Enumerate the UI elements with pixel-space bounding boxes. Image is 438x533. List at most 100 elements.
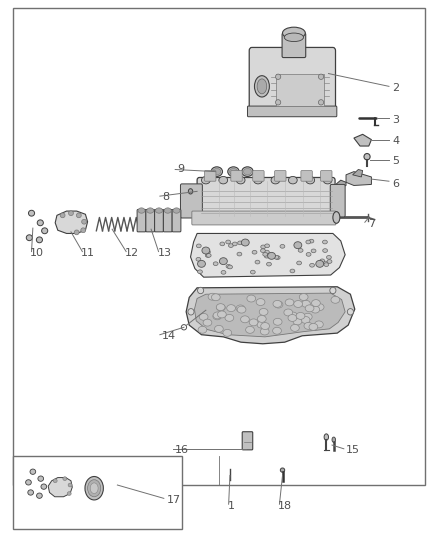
Text: 17: 17 (166, 495, 180, 505)
Ellipse shape (147, 208, 154, 213)
Text: 18: 18 (278, 502, 292, 511)
Text: 1: 1 (228, 502, 235, 511)
Ellipse shape (90, 483, 98, 494)
Ellipse shape (240, 316, 249, 323)
Polygon shape (336, 180, 346, 188)
Ellipse shape (276, 100, 281, 105)
Ellipse shape (68, 483, 72, 487)
Ellipse shape (74, 230, 79, 235)
Bar (276, 74, 324, 106)
Ellipse shape (261, 322, 269, 329)
Ellipse shape (226, 264, 231, 268)
Ellipse shape (252, 251, 257, 254)
Ellipse shape (246, 326, 254, 333)
Ellipse shape (267, 262, 272, 266)
Ellipse shape (229, 244, 233, 247)
Ellipse shape (244, 168, 251, 175)
Ellipse shape (188, 309, 194, 315)
Ellipse shape (316, 260, 324, 267)
Polygon shape (48, 478, 72, 497)
Polygon shape (194, 293, 345, 337)
Ellipse shape (236, 176, 245, 184)
Ellipse shape (323, 176, 332, 184)
Ellipse shape (25, 480, 32, 485)
Ellipse shape (273, 301, 282, 308)
Ellipse shape (205, 250, 210, 254)
FancyBboxPatch shape (146, 209, 155, 232)
Ellipse shape (233, 242, 237, 246)
Ellipse shape (324, 434, 328, 440)
Ellipse shape (261, 249, 265, 253)
Ellipse shape (26, 235, 32, 241)
Ellipse shape (241, 239, 249, 246)
FancyBboxPatch shape (253, 171, 264, 181)
Ellipse shape (198, 260, 205, 267)
FancyBboxPatch shape (247, 106, 337, 117)
Text: 16: 16 (175, 446, 189, 455)
Ellipse shape (284, 33, 304, 42)
Ellipse shape (288, 314, 297, 321)
Ellipse shape (323, 249, 328, 253)
Ellipse shape (251, 270, 255, 274)
Text: 15: 15 (346, 446, 360, 455)
Ellipse shape (196, 257, 201, 261)
FancyBboxPatch shape (197, 177, 335, 221)
FancyBboxPatch shape (275, 171, 286, 181)
Ellipse shape (274, 255, 279, 259)
Ellipse shape (257, 79, 267, 94)
Text: 9: 9 (177, 165, 184, 174)
Ellipse shape (289, 176, 297, 184)
Ellipse shape (311, 306, 320, 313)
Ellipse shape (68, 211, 74, 216)
Ellipse shape (285, 299, 294, 306)
Ellipse shape (220, 242, 225, 246)
Ellipse shape (199, 313, 208, 320)
Ellipse shape (327, 260, 332, 263)
Ellipse shape (213, 313, 222, 320)
Ellipse shape (63, 477, 67, 481)
Ellipse shape (219, 260, 224, 264)
Ellipse shape (42, 228, 48, 233)
Ellipse shape (318, 74, 324, 79)
Ellipse shape (208, 293, 217, 300)
Ellipse shape (259, 309, 268, 316)
Ellipse shape (203, 319, 212, 326)
Ellipse shape (333, 212, 340, 223)
Ellipse shape (263, 253, 268, 256)
Ellipse shape (247, 295, 256, 302)
Ellipse shape (213, 262, 218, 265)
FancyBboxPatch shape (155, 209, 163, 232)
Ellipse shape (201, 176, 210, 184)
Polygon shape (186, 287, 355, 344)
Ellipse shape (257, 321, 266, 328)
Ellipse shape (230, 168, 237, 175)
Ellipse shape (293, 318, 302, 325)
Ellipse shape (254, 176, 262, 184)
Ellipse shape (306, 176, 314, 184)
Ellipse shape (326, 255, 331, 259)
Ellipse shape (85, 477, 103, 500)
Ellipse shape (196, 244, 201, 248)
Ellipse shape (280, 245, 285, 248)
Ellipse shape (38, 476, 44, 481)
Ellipse shape (228, 265, 233, 269)
Ellipse shape (213, 168, 221, 175)
Ellipse shape (290, 269, 295, 273)
Text: 4: 4 (392, 136, 399, 146)
Text: 8: 8 (162, 192, 169, 202)
Ellipse shape (181, 325, 187, 330)
Ellipse shape (297, 261, 301, 265)
Ellipse shape (322, 240, 327, 244)
FancyBboxPatch shape (330, 184, 345, 217)
Ellipse shape (280, 468, 285, 472)
Ellipse shape (258, 316, 266, 322)
Ellipse shape (81, 228, 86, 233)
FancyBboxPatch shape (172, 209, 181, 232)
Ellipse shape (318, 100, 324, 105)
Ellipse shape (298, 248, 303, 252)
Ellipse shape (41, 484, 47, 489)
Ellipse shape (289, 312, 297, 319)
FancyBboxPatch shape (282, 33, 306, 58)
Ellipse shape (294, 301, 303, 308)
Ellipse shape (76, 213, 81, 217)
